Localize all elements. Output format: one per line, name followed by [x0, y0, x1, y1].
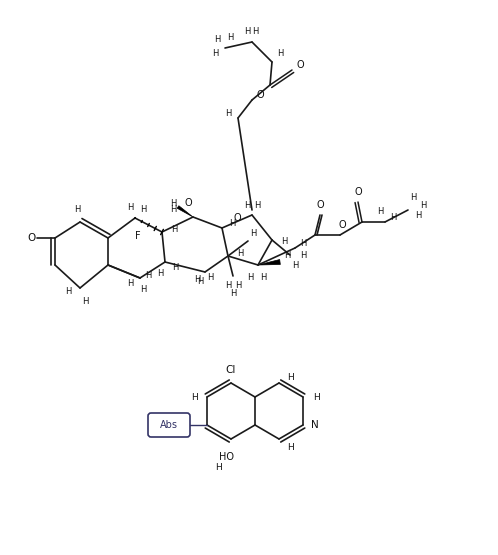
Text: O: O: [296, 60, 304, 70]
Text: H: H: [145, 270, 151, 280]
Text: H: H: [237, 249, 243, 258]
Text: H: H: [170, 204, 176, 214]
Text: HO: HO: [219, 452, 234, 462]
Text: H: H: [216, 462, 223, 472]
Text: O: O: [233, 213, 241, 223]
Text: O: O: [256, 90, 264, 100]
Text: O: O: [184, 198, 192, 208]
Text: H: H: [127, 204, 133, 213]
Text: H: H: [247, 273, 253, 281]
Text: H: H: [281, 238, 287, 246]
Text: O: O: [27, 233, 35, 243]
Text: H: H: [235, 281, 241, 290]
Text: H: H: [300, 239, 306, 248]
Text: H: H: [157, 270, 163, 279]
Text: H: H: [191, 392, 197, 401]
Text: H: H: [244, 200, 250, 209]
Text: H: H: [172, 263, 178, 271]
Text: H: H: [244, 28, 250, 37]
Text: H: H: [300, 251, 306, 260]
Text: O: O: [354, 187, 362, 197]
Text: H: H: [260, 273, 266, 281]
Text: H: H: [415, 210, 421, 219]
Text: H: H: [229, 219, 235, 228]
Text: H: H: [212, 48, 218, 58]
Text: H: H: [284, 251, 290, 260]
Text: H: H: [82, 296, 88, 305]
Text: H: H: [250, 229, 256, 238]
Text: H: H: [227, 33, 233, 43]
Text: H: H: [277, 49, 283, 58]
Text: H: H: [140, 285, 146, 295]
Text: H: H: [225, 281, 231, 290]
Text: H: H: [170, 199, 176, 208]
Polygon shape: [177, 206, 193, 217]
Text: H: H: [313, 392, 319, 401]
Text: H: H: [254, 200, 260, 209]
Text: H: H: [292, 260, 298, 270]
Text: H: H: [207, 273, 213, 281]
Text: Abs: Abs: [160, 420, 178, 430]
Text: H: H: [214, 36, 220, 44]
Text: H: H: [288, 442, 294, 452]
Text: O: O: [338, 220, 346, 230]
Polygon shape: [258, 260, 280, 265]
Text: H: H: [225, 108, 231, 118]
Text: O: O: [316, 200, 324, 210]
Text: H: H: [230, 290, 236, 299]
Text: Cl: Cl: [226, 365, 236, 375]
Text: N: N: [311, 420, 319, 430]
Text: F: F: [135, 231, 141, 241]
Text: H: H: [252, 28, 258, 37]
Text: H: H: [127, 279, 133, 287]
Text: H: H: [140, 205, 146, 214]
Text: H: H: [288, 374, 294, 382]
Text: H: H: [197, 278, 203, 286]
Text: H: H: [171, 225, 177, 234]
Text: H: H: [410, 194, 416, 203]
Text: H: H: [377, 208, 383, 216]
Text: H: H: [420, 200, 426, 209]
FancyBboxPatch shape: [148, 413, 190, 437]
Text: H: H: [65, 286, 71, 295]
Text: H: H: [194, 275, 200, 285]
Text: H: H: [390, 213, 396, 221]
Text: H: H: [74, 205, 80, 214]
